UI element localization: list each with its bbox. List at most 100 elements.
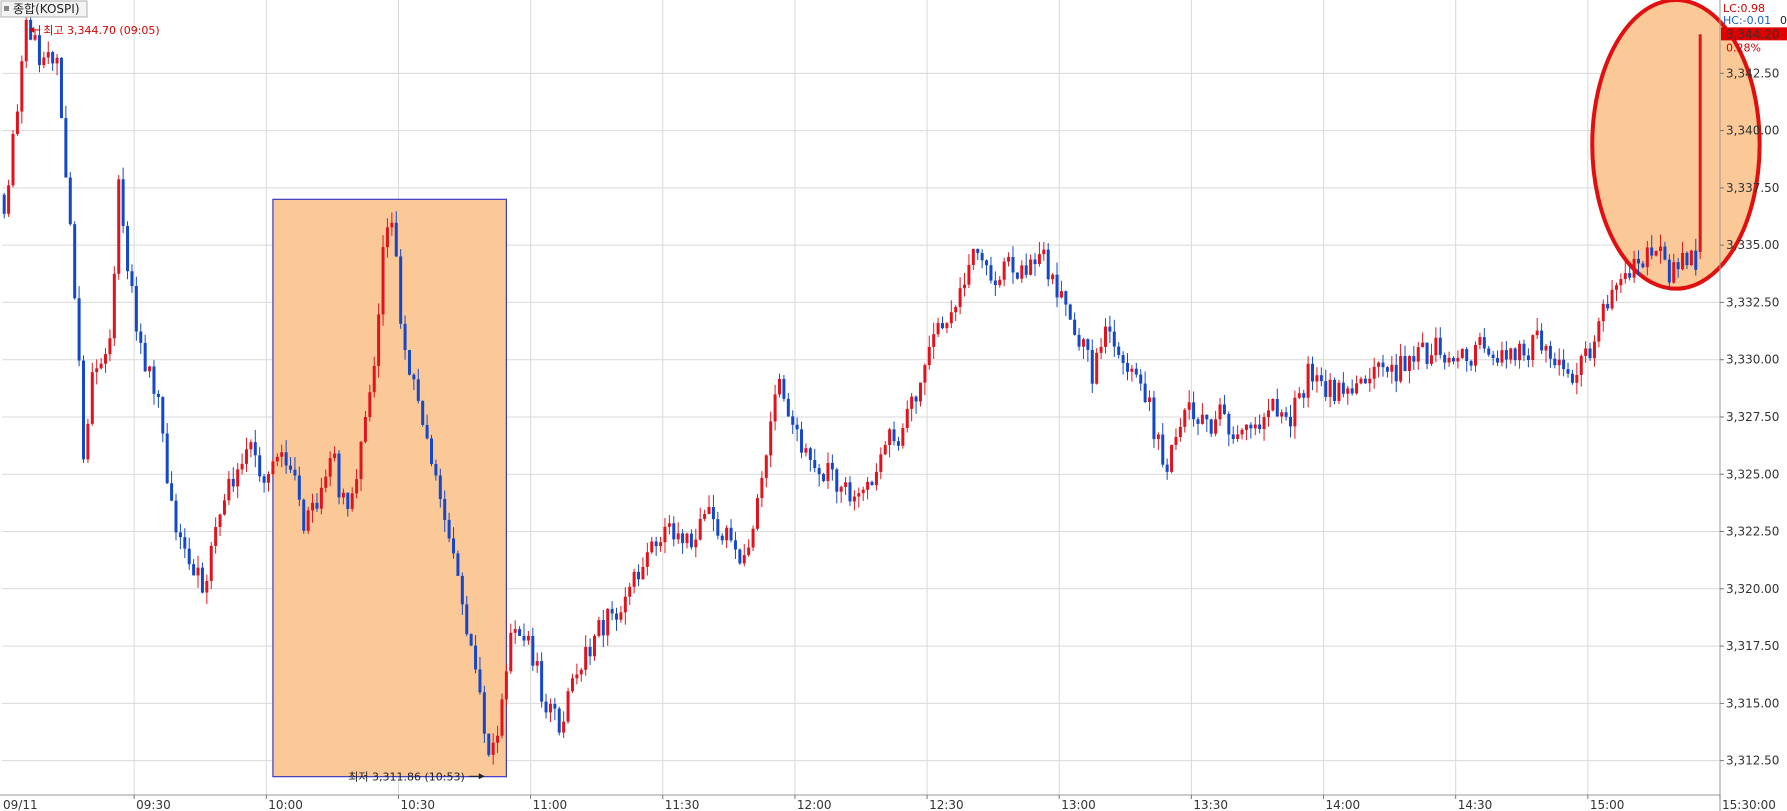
candle-body: [716, 519, 720, 536]
candle-body: [1451, 357, 1455, 362]
candle: [716, 511, 720, 540]
candle-body: [1029, 259, 1033, 275]
candle: [231, 467, 235, 493]
candle-body: [637, 571, 641, 580]
candle-body: [1130, 368, 1134, 372]
candle: [619, 605, 623, 623]
candle: [1588, 342, 1592, 361]
candle-body: [1698, 34, 1702, 253]
candle: [460, 572, 464, 615]
candle-body: [733, 540, 737, 550]
candle-body: [1628, 273, 1632, 278]
candle: [293, 457, 297, 481]
candle: [1306, 356, 1310, 408]
candle-body: [390, 222, 394, 228]
candle-body: [1456, 357, 1460, 362]
candle-body: [456, 553, 460, 576]
candle: [170, 471, 174, 502]
candle-body: [1526, 355, 1530, 361]
candle: [1130, 365, 1134, 382]
candle-body: [694, 539, 698, 548]
x-tick-label: 10:30: [400, 798, 435, 811]
candle-body: [394, 222, 398, 257]
candle: [469, 633, 473, 647]
x-tick-label: 10:00: [268, 798, 303, 811]
candle-body: [1496, 357, 1500, 363]
candle: [51, 50, 55, 71]
candle-body: [1037, 254, 1041, 265]
candle-body: [297, 475, 301, 500]
candle: [584, 635, 588, 676]
candle: [562, 711, 566, 738]
candle: [68, 172, 72, 226]
candle: [112, 266, 116, 346]
candle: [487, 733, 491, 757]
candle: [1451, 356, 1455, 365]
candle: [37, 25, 41, 73]
candle-body: [597, 620, 601, 636]
candle: [1553, 352, 1557, 369]
candle: [1614, 282, 1618, 302]
candle: [800, 421, 804, 459]
candle-body: [1148, 397, 1152, 403]
candle: [932, 322, 936, 359]
candle: [165, 423, 169, 484]
hc-label: HC:-0.01: [1723, 14, 1771, 27]
candle: [1381, 354, 1385, 377]
candle: [667, 515, 671, 535]
candle: [328, 451, 332, 487]
candle-body: [1372, 366, 1376, 379]
candle: [725, 525, 729, 549]
candle-body: [866, 481, 870, 490]
candle: [1645, 240, 1649, 276]
candle-body: [302, 499, 306, 531]
candle-body: [368, 392, 372, 418]
candle: [372, 356, 376, 398]
candle: [954, 305, 958, 322]
candle: [86, 418, 90, 463]
candle-body: [1152, 397, 1156, 440]
candle: [733, 531, 737, 560]
candle: [1183, 408, 1187, 433]
candle: [465, 595, 469, 637]
candle-body: [1236, 434, 1240, 440]
candle-body: [1654, 251, 1658, 256]
candle: [822, 472, 826, 483]
x-tick-label: 11:30: [665, 798, 700, 811]
candle-body: [81, 360, 85, 460]
candle: [1487, 345, 1491, 357]
candle-body: [1421, 342, 1425, 348]
candle: [883, 440, 887, 456]
candle: [958, 277, 962, 315]
candle-body: [910, 396, 914, 409]
candle-body: [1024, 265, 1028, 275]
candle-body: [1482, 337, 1486, 349]
candle-body: [209, 545, 213, 581]
candle: [1112, 319, 1116, 357]
candle-body: [280, 452, 284, 457]
candle-body: [681, 533, 685, 544]
candle-body: [474, 645, 478, 670]
x-tick-label: 12:00: [797, 798, 832, 811]
candle-body: [253, 442, 257, 456]
candle: [588, 638, 592, 665]
candle-body: [513, 629, 517, 633]
candle-body: [769, 421, 773, 456]
candle-body: [729, 527, 733, 541]
candle: [1650, 235, 1654, 260]
candle-body: [1557, 359, 1561, 366]
candle-body: [711, 507, 715, 520]
candle-body: [659, 542, 663, 547]
candle-body: [1676, 262, 1680, 270]
candle-body: [51, 52, 55, 64]
candle-body: [654, 541, 658, 547]
candle: [134, 276, 138, 341]
candle: [1610, 279, 1614, 311]
candle-body: [1548, 345, 1552, 359]
date-label: 09/11: [3, 798, 38, 811]
candle-body: [1513, 348, 1517, 361]
candle: [778, 373, 782, 398]
candle: [663, 517, 667, 554]
candle: [1447, 351, 1451, 367]
